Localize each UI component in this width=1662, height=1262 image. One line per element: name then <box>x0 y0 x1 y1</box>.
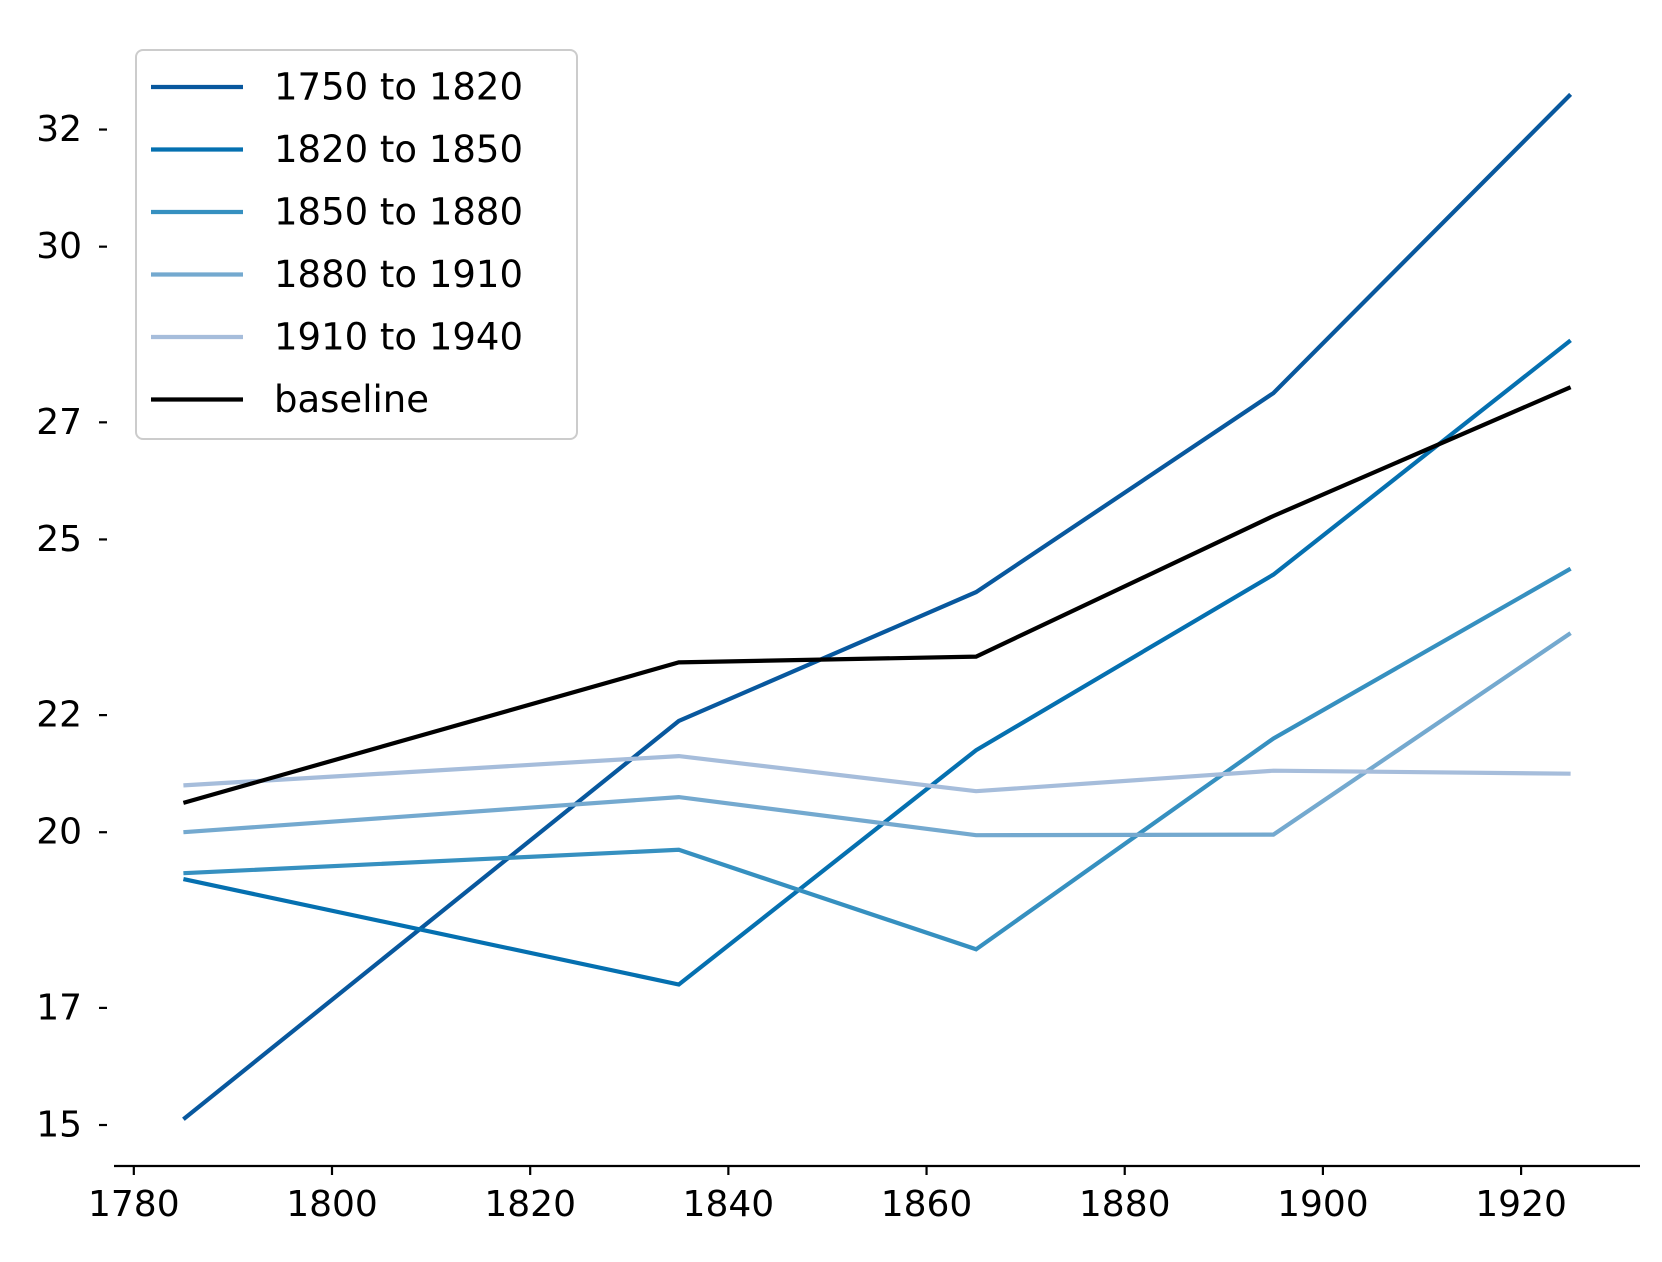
legend-label-3: 1880 to 1910 <box>274 253 523 296</box>
legend: 1750 to 1820 1820 to 1850 1850 to 1880 1880… <box>135 49 578 440</box>
legend-label-1: 1820 to 1850 <box>274 128 523 171</box>
x-tick-label: 1840 <box>683 1184 775 1225</box>
legend-label-5: baseline <box>274 378 429 421</box>
y-tick-label: 30 <box>36 226 82 267</box>
x-tick-label: 1820 <box>484 1184 576 1225</box>
series-line-4 <box>183 753 1571 794</box>
x-axis: 1780 1800 1820 1840 1860 1880 1900 1920 <box>88 1164 1640 1225</box>
x-tick-label: 1860 <box>881 1184 973 1225</box>
x-tick-label: 1900 <box>1277 1184 1369 1225</box>
legend-label-0: 1750 to 1820 <box>274 66 523 109</box>
legend-label-4: 1910 to 1940 <box>274 316 523 359</box>
y-tick-label: 27 <box>36 402 82 443</box>
x-tick-label: 1780 <box>88 1184 180 1225</box>
series-line-0 <box>182 92 1573 1121</box>
series-layer <box>182 92 1573 1121</box>
y-tick-label: 15 <box>36 1105 82 1146</box>
legend-label-2: 1850 to 1880 <box>274 191 523 234</box>
series-line-1 <box>182 338 1572 987</box>
y-tick-label: 32 <box>36 109 82 150</box>
series-line-2 <box>183 566 1572 952</box>
y-tick-label: 22 <box>36 695 82 736</box>
y-tick-label: 25 <box>36 519 82 560</box>
y-tick-label: 17 <box>36 987 82 1028</box>
x-tick-label: 1880 <box>1079 1184 1171 1225</box>
series-line-3 <box>183 631 1572 838</box>
series-line-5 <box>182 385 1572 805</box>
x-tick-label: 1920 <box>1475 1184 1567 1225</box>
y-axis: 15 17 20 22 25 27 30 32 <box>36 109 107 1146</box>
legend-frame <box>135 49 578 440</box>
y-tick-label: 20 <box>36 812 82 853</box>
x-tick-label: 1800 <box>286 1184 378 1225</box>
